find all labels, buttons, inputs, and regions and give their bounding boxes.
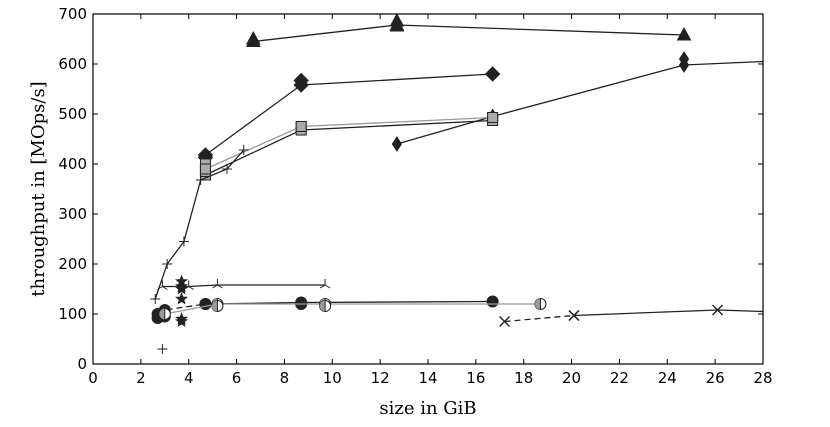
data-point — [175, 282, 189, 295]
data-point — [499, 316, 511, 327]
data-point — [534, 298, 547, 310]
series-11 — [158, 298, 547, 320]
data-point — [158, 308, 171, 320]
data-point — [487, 112, 499, 123]
data-point — [212, 279, 223, 289]
data-point — [678, 51, 690, 67]
x-tick-label: 12 — [371, 369, 390, 387]
data-point — [486, 295, 499, 308]
series-layer — [150, 12, 764, 354]
data-point — [178, 236, 189, 247]
data-point — [199, 163, 211, 175]
x-tick-label: 16 — [466, 369, 485, 387]
series-5 — [150, 145, 249, 304]
series-line — [162, 284, 326, 288]
x-tick-label: 28 — [753, 369, 772, 387]
data-point — [293, 72, 309, 89]
series-line — [164, 303, 541, 315]
data-point — [484, 66, 501, 82]
x-tick-label: 10 — [323, 369, 342, 387]
series-6 — [157, 344, 168, 354]
series-line — [253, 24, 685, 43]
series-0 — [245, 12, 692, 47]
data-point — [712, 304, 724, 316]
y-tick-label: 600 — [58, 55, 87, 73]
x-tick-label: 6 — [232, 369, 242, 387]
y-tick-label: 0 — [77, 355, 87, 373]
series-13 — [568, 304, 764, 321]
y-tick-label: 400 — [58, 155, 87, 173]
x-tick-label: 2 — [136, 369, 146, 387]
x-axis-label: size in GiB — [379, 398, 476, 419]
y-tick-label: 700 — [58, 5, 87, 23]
x-tick-label: 4 — [184, 369, 194, 387]
series-4 — [199, 112, 499, 175]
series-line — [573, 309, 764, 317]
series-8 — [175, 274, 189, 328]
y-tick-label: 100 — [58, 305, 87, 323]
x-tick-label: 18 — [514, 369, 533, 387]
data-point — [319, 279, 331, 289]
data-point — [157, 280, 168, 290]
data-point — [150, 294, 161, 304]
x-tick-label: 22 — [610, 369, 629, 387]
data-point — [319, 300, 332, 312]
plot-frame — [92, 13, 764, 365]
series-12 — [499, 310, 580, 327]
data-point — [568, 310, 580, 321]
y-tick-label: 300 — [58, 205, 87, 223]
series-3 — [199, 112, 499, 181]
y-tick-label: 500 — [58, 105, 87, 123]
data-point — [222, 164, 232, 174]
series-line — [396, 60, 764, 145]
data-point — [389, 17, 405, 32]
series-2 — [391, 51, 764, 152]
y-tick-label: 200 — [58, 255, 87, 273]
x-tick-label: 26 — [706, 369, 725, 387]
series-9 — [199, 295, 499, 310]
data-point — [676, 26, 692, 41]
data-point — [175, 292, 189, 305]
data-point — [195, 175, 206, 185]
series-line — [205, 73, 493, 156]
axis-ticks: 0 2 4 6 8 10 12 14 16 18 20 22 24 26 28010020030040050… — [58, 5, 772, 387]
y-axis-label: throughput in [MOps/s] — [28, 81, 49, 296]
series-7 — [157, 279, 331, 290]
data-point — [238, 145, 249, 155]
data-point — [245, 30, 261, 45]
x-tick-label: 20 — [562, 369, 581, 387]
x-tick-label: 14 — [418, 369, 437, 387]
series-line — [504, 314, 575, 323]
series-line — [154, 149, 245, 300]
data-point — [199, 298, 212, 310]
x-tick-label: 8 — [280, 369, 290, 387]
data-point — [157, 344, 168, 354]
data-point — [175, 314, 189, 328]
x-tick-label: 24 — [658, 369, 677, 387]
x-tick-label: 0 — [88, 369, 98, 387]
data-point — [162, 259, 173, 269]
data-point — [211, 300, 224, 312]
series-line — [205, 116, 493, 170]
data-point — [295, 121, 307, 132]
data-point — [391, 136, 402, 152]
